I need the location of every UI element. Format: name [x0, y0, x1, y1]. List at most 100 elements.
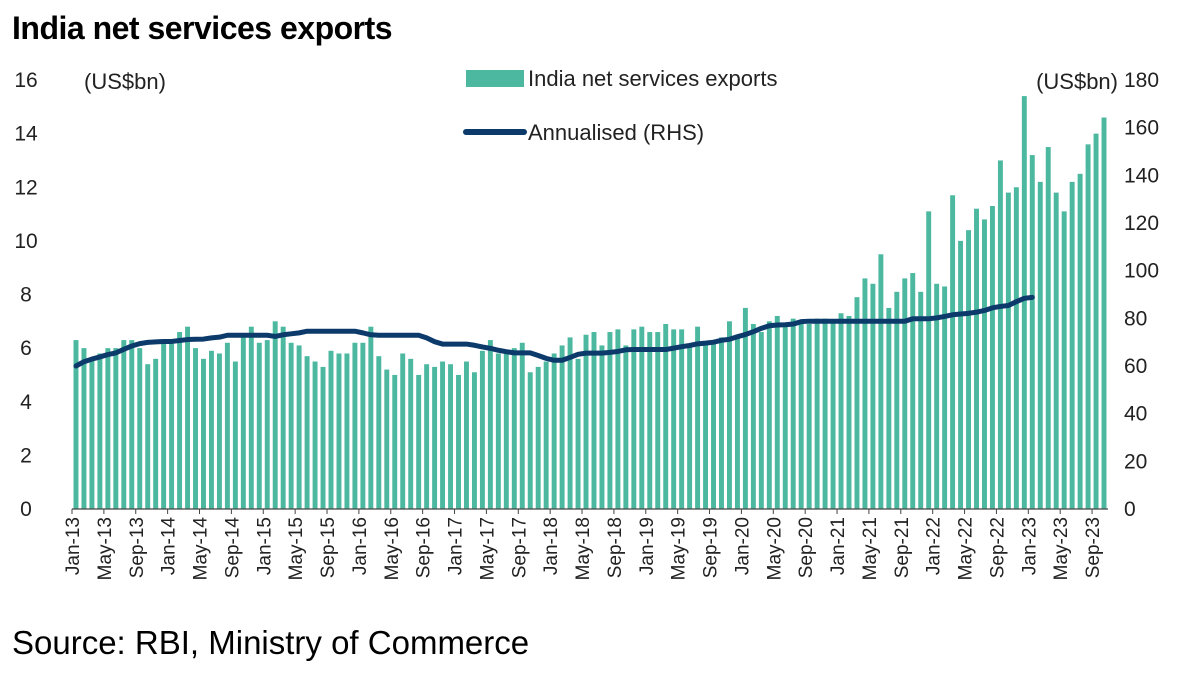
left-axis-tick-label: 8 [20, 284, 32, 307]
bar [1005, 192, 1011, 510]
bar [687, 345, 693, 509]
bar [113, 348, 119, 510]
right-axis-tick-label: 180 [1124, 69, 1159, 92]
bar [527, 372, 533, 509]
x-tick-label: Jan-19 [637, 517, 658, 575]
left-axis-unit: (US$bn) [84, 69, 166, 94]
bar [208, 350, 214, 509]
chart-source: Source: RBI, Ministry of Commerce [12, 624, 530, 661]
bar [886, 307, 892, 509]
x-tick-label: May-22 [956, 517, 977, 580]
x-tick-label: May-19 [669, 517, 690, 580]
bar [830, 321, 836, 509]
bar [1061, 211, 1067, 509]
x-tick-label: Sep-14 [222, 517, 243, 579]
bar [495, 353, 501, 509]
bar [1029, 155, 1035, 509]
bar [456, 374, 461, 509]
x-tick-label: Jan-23 [1019, 517, 1040, 575]
bar [344, 353, 350, 509]
bar [846, 315, 852, 509]
x-tick-label: Jan-17 [446, 517, 467, 575]
bar [240, 334, 246, 509]
legend: India net services exports Annualised (RH… [463, 66, 777, 145]
bar [336, 353, 342, 509]
bar [392, 374, 398, 509]
bar [583, 334, 589, 509]
bar [671, 329, 677, 509]
bar [312, 361, 318, 509]
bar [926, 211, 932, 509]
bar [989, 206, 995, 509]
x-tick-label: Sep-21 [892, 517, 913, 578]
bar [711, 342, 716, 509]
x-tick-label: May-18 [573, 517, 594, 580]
bar-series [73, 96, 1107, 510]
chart-title: India net services exports [12, 10, 393, 46]
x-tick-label: Jan-22 [924, 517, 945, 575]
bar [185, 326, 191, 509]
bar [73, 340, 79, 509]
x-tick-label: Jan-14 [159, 517, 180, 576]
bar [280, 326, 286, 509]
bar [942, 286, 948, 509]
bar [503, 350, 509, 509]
bar [1093, 133, 1099, 510]
bar [408, 358, 414, 509]
bar [304, 356, 310, 509]
bar [471, 372, 477, 509]
x-tick-label: Sep-17 [509, 517, 530, 578]
bar [487, 340, 493, 509]
x-tick-label: Jan-18 [541, 517, 562, 575]
bar [958, 240, 964, 510]
bar [974, 208, 979, 509]
bar [519, 342, 525, 509]
bar [543, 361, 549, 509]
x-tick-label: Sep-23 [1083, 517, 1104, 578]
bar [750, 323, 756, 509]
bar [734, 334, 740, 509]
x-tick-label: May-20 [764, 517, 785, 580]
bar [161, 342, 167, 509]
bar [607, 332, 613, 509]
right-axis-tick-label: 160 [1124, 117, 1159, 140]
x-tick-label: Sep-18 [605, 517, 626, 578]
bar [216, 353, 222, 509]
x-tick-label: Jan-16 [350, 517, 371, 575]
bar [910, 273, 916, 509]
bar [719, 337, 724, 509]
bar [479, 350, 485, 509]
bar [798, 321, 804, 509]
x-tick-label: May-23 [1051, 517, 1072, 580]
bar [416, 374, 422, 509]
bar [440, 361, 446, 509]
bar [950, 195, 956, 510]
bar [1069, 181, 1075, 509]
bar [1077, 173, 1083, 509]
bar [121, 340, 127, 509]
left-axis-tick-label: 16 [14, 69, 37, 92]
bar [615, 329, 621, 509]
right-axis-tick-label: 120 [1124, 212, 1159, 235]
bar [328, 350, 334, 509]
bar [862, 278, 868, 509]
bar [591, 332, 597, 509]
x-tick-label: Sep-15 [318, 517, 339, 578]
bar [655, 332, 661, 509]
bar [97, 353, 103, 509]
x-tick-label: Sep-20 [796, 517, 817, 578]
bar [1021, 96, 1027, 509]
bar [854, 297, 860, 509]
bar [272, 321, 278, 509]
bar [320, 366, 326, 509]
bar [870, 283, 876, 509]
bar [89, 358, 95, 509]
bar [639, 326, 645, 509]
line-series [73, 294, 1035, 369]
bar [647, 332, 653, 509]
left-axis-tick-label: 0 [20, 498, 32, 521]
bar [1101, 117, 1107, 509]
bar [256, 342, 262, 509]
bar [248, 326, 254, 509]
bar [766, 321, 772, 509]
